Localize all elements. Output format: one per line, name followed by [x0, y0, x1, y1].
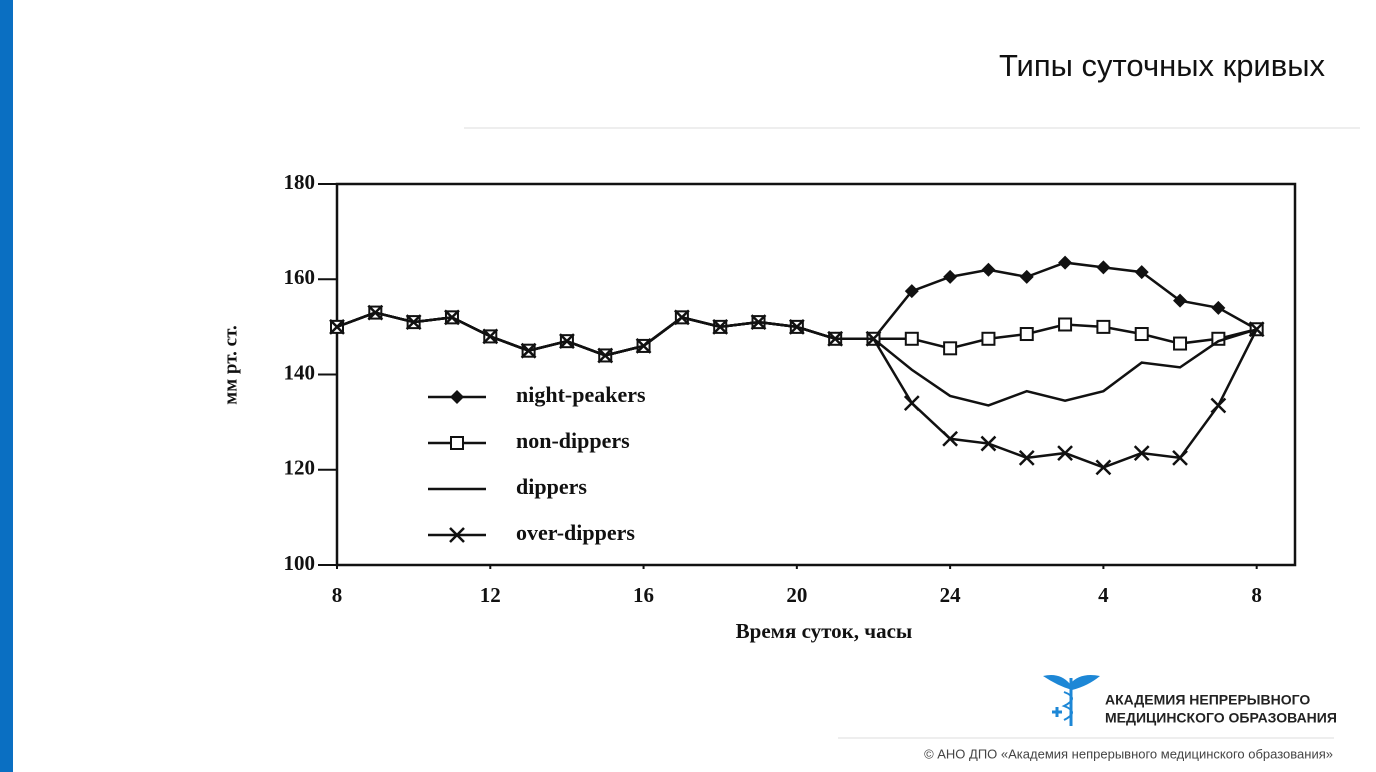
x-tick-label: 8 — [1251, 583, 1262, 607]
point — [865, 330, 882, 347]
y-axis-title: мм рт. ст. — [220, 325, 241, 404]
point — [673, 309, 690, 326]
point — [981, 262, 996, 277]
point — [1058, 255, 1073, 270]
point — [1058, 317, 1073, 332]
point — [1096, 260, 1111, 275]
point — [1173, 293, 1188, 308]
point — [520, 342, 537, 359]
x-tick-label: 8 — [332, 583, 343, 607]
point — [482, 328, 499, 345]
legend-label: dippers — [516, 474, 587, 499]
point — [1096, 319, 1111, 334]
x-axis-title: Время суток, часы — [736, 619, 913, 643]
point — [1057, 445, 1073, 461]
logo-cross — [1052, 707, 1062, 717]
point — [942, 430, 959, 447]
legend-label: over-dippers — [516, 520, 635, 545]
legend-marker — [449, 527, 465, 543]
point — [405, 314, 422, 330]
x-tick-label: 12 — [480, 583, 501, 607]
y-tick-label: 160 — [284, 265, 316, 289]
x-tick-label: 20 — [786, 583, 807, 607]
point — [1019, 327, 1034, 342]
point — [943, 269, 958, 284]
point — [904, 331, 919, 346]
point — [1134, 327, 1149, 342]
footer: © АНО ДПО «Академия непрерывного медицин… — [924, 746, 1333, 761]
side-bar — [0, 0, 13, 772]
point — [635, 338, 652, 354]
logo-snake — [1061, 691, 1073, 721]
x-tick-label: 4 — [1098, 583, 1109, 607]
logo: АКАДЕМИЯ НЕПРЕРЫВНОГО МЕДИЦИНСКОГО ОБРАЗ… — [1043, 675, 1337, 726]
logo-text: АКАДЕМИЯ НЕПРЕРЫВНОГО — [1105, 692, 1310, 708]
point — [1018, 449, 1035, 466]
slide-title: Типы суточных кривых — [999, 48, 1326, 83]
series-line — [336, 261, 1258, 357]
y-tick-label: 140 — [284, 360, 316, 384]
point — [1173, 336, 1188, 351]
point — [788, 318, 805, 335]
point — [1095, 459, 1112, 476]
point — [1210, 397, 1227, 414]
x-tick-label: 16 — [633, 583, 654, 607]
point — [329, 318, 345, 335]
legend-marker — [450, 390, 464, 404]
y-tick-label: 100 — [284, 551, 316, 575]
point — [1172, 449, 1188, 466]
logo-text: МЕДИЦИНСКОГО ОБРАЗОВАНИЯ — [1105, 710, 1337, 726]
point — [943, 341, 958, 356]
point — [597, 347, 614, 364]
y-tick-label: 180 — [284, 170, 316, 194]
point — [903, 395, 920, 411]
point — [750, 314, 767, 330]
series-line — [336, 311, 1257, 357]
point — [1019, 269, 1034, 284]
point — [981, 331, 996, 346]
legend-label: night-peakers — [516, 382, 646, 407]
plot-frame — [335, 182, 1297, 567]
point — [444, 309, 460, 326]
point — [904, 284, 919, 299]
legend-marker — [450, 436, 464, 450]
point — [712, 318, 729, 335]
point — [827, 330, 844, 347]
point — [559, 333, 575, 350]
point — [1133, 445, 1150, 461]
point — [980, 435, 997, 452]
point — [1248, 321, 1265, 338]
x-tick-label: 24 — [940, 583, 962, 607]
plot — [335, 182, 1297, 567]
point — [367, 304, 384, 321]
y-tick-label: 120 — [284, 456, 316, 480]
point — [1134, 265, 1149, 280]
point — [1211, 300, 1226, 315]
legend-label: non-dippers — [516, 428, 630, 453]
